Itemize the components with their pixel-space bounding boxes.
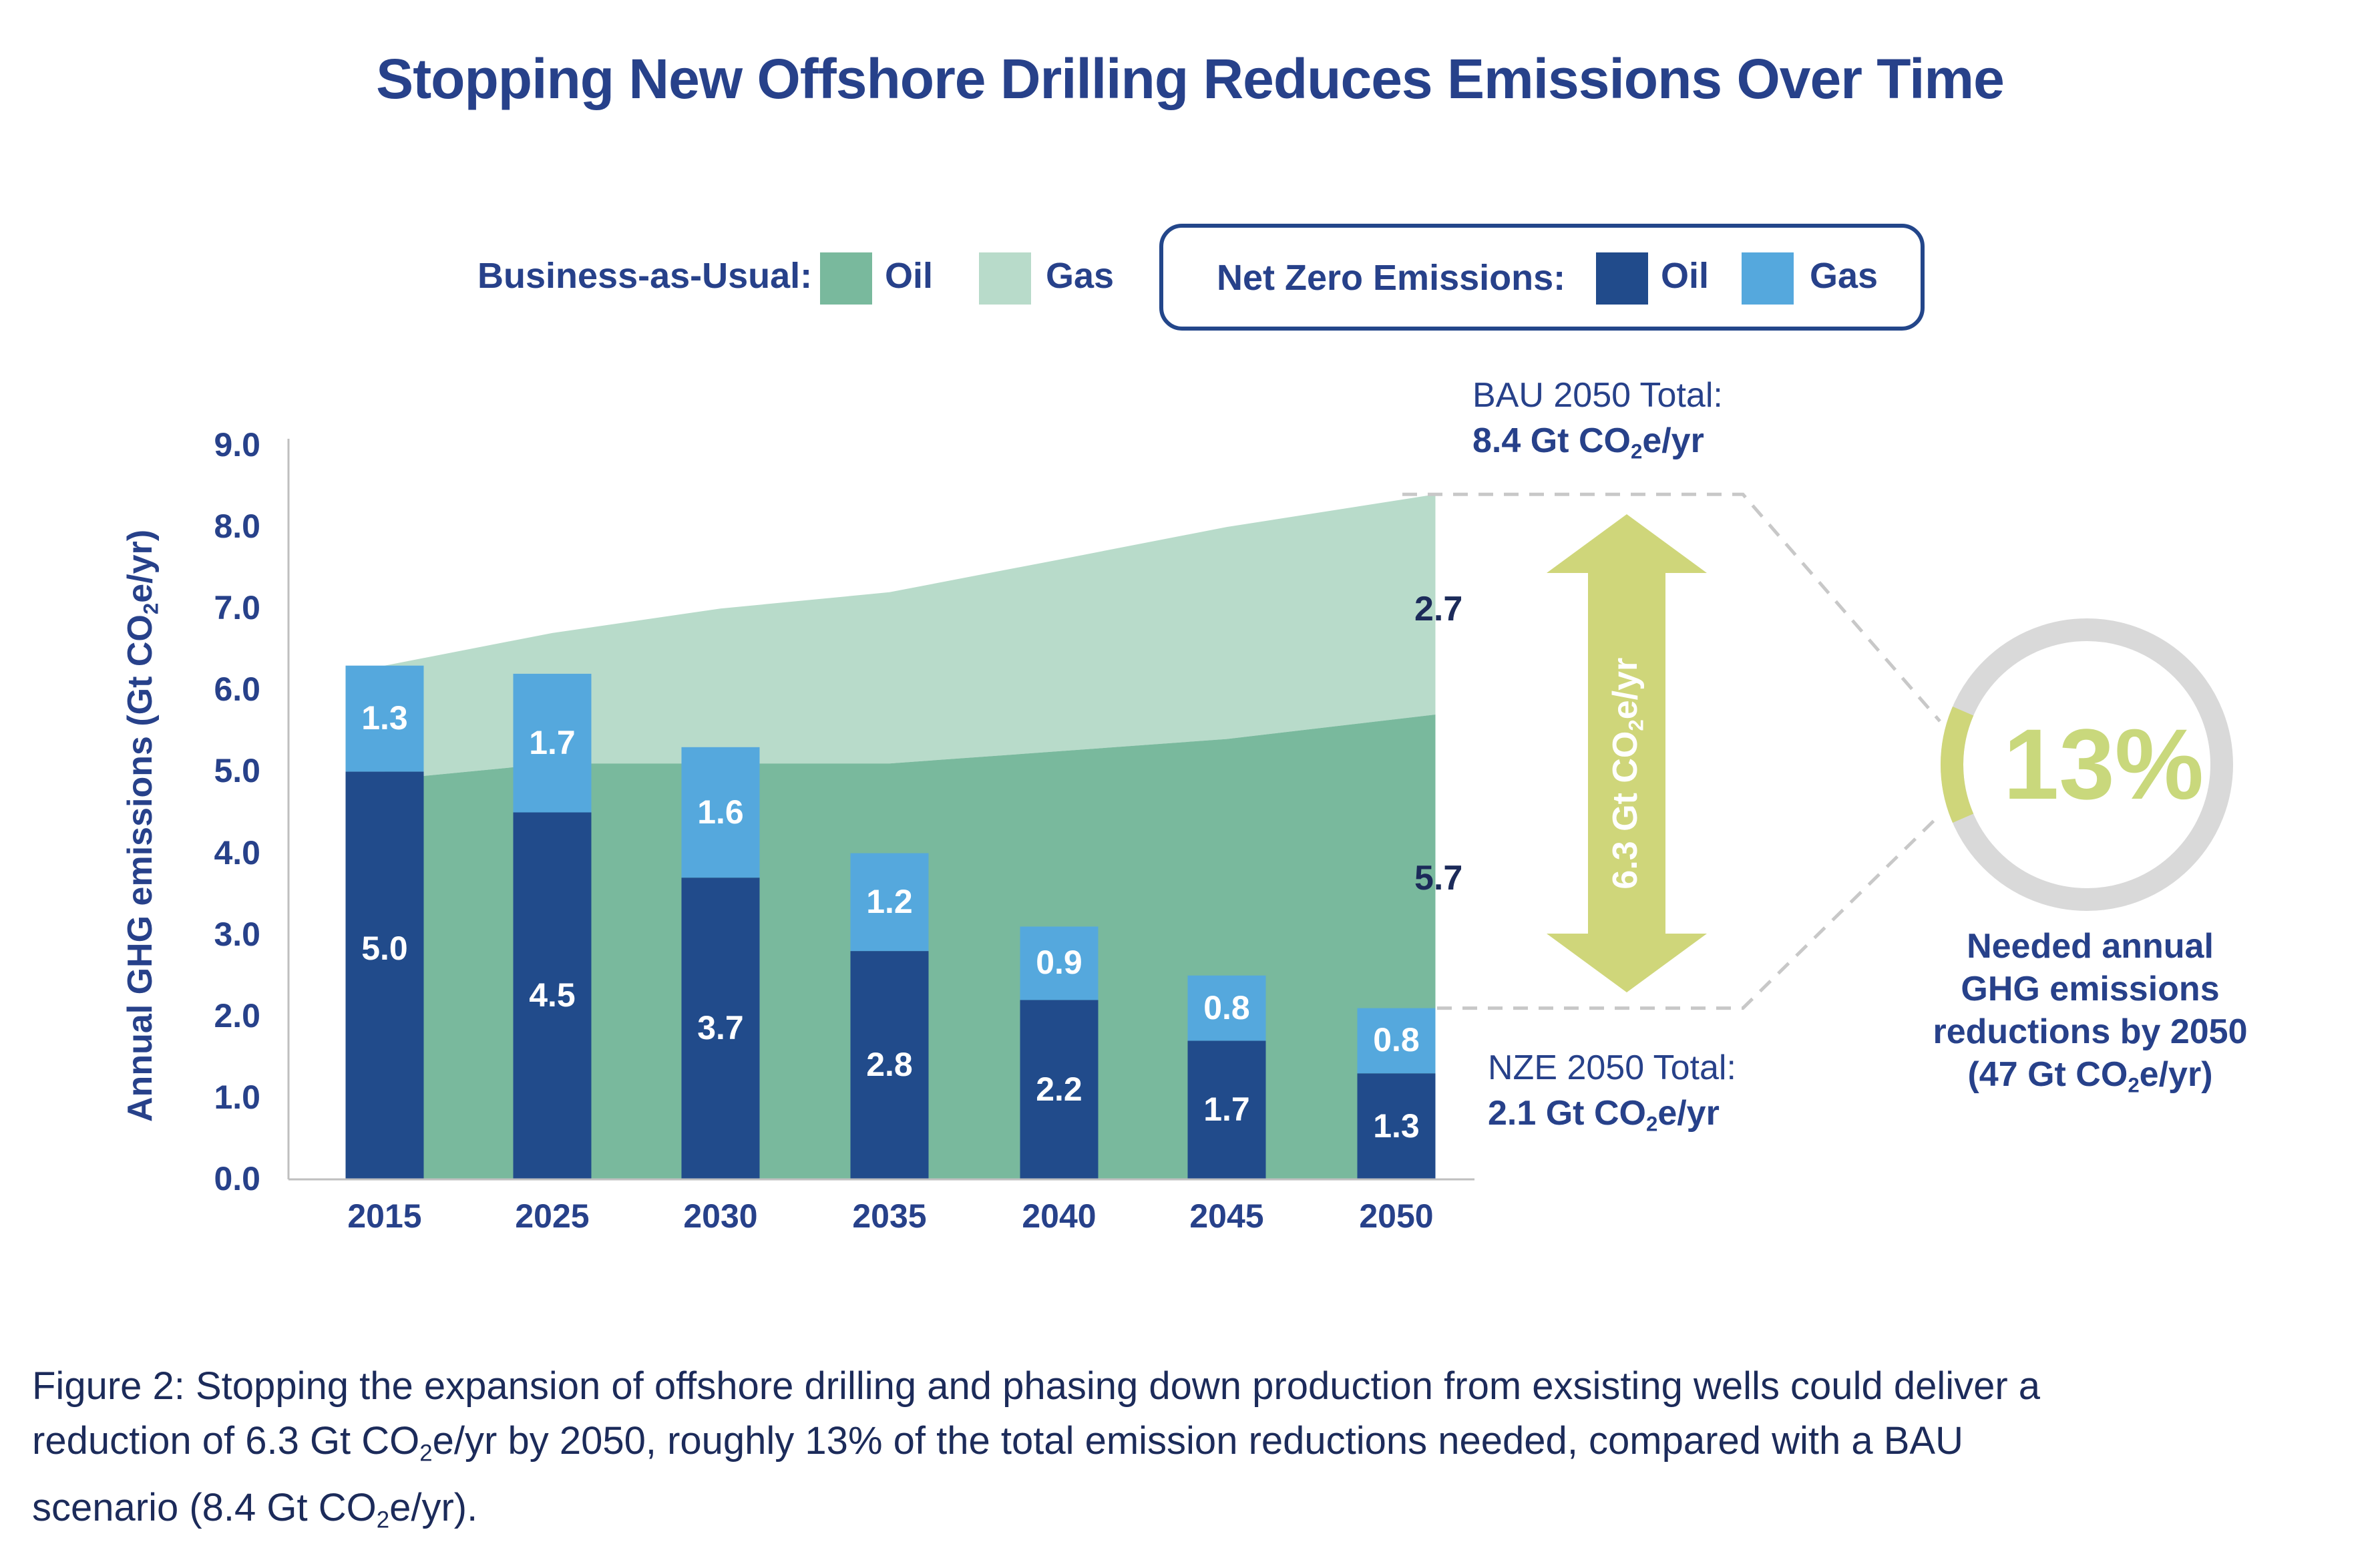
- legend-nze-label: Net Zero Emissions:: [1217, 258, 1566, 298]
- nze-gas-bar-label: 0.9: [1036, 944, 1082, 982]
- nze-gas-bar-label: 0.8: [1203, 988, 1250, 1026]
- nze-gas-bar-label: 1.6: [697, 793, 744, 831]
- nze-gas-bar-label: 1.3: [361, 699, 408, 737]
- figure-caption: Figure 2: Stopping the expansion of offs…: [32, 1359, 2356, 1548]
- y-tick-label: 5.0: [214, 752, 260, 790]
- legend-bau-oil-swatch: [820, 252, 872, 305]
- y-tick-label: 1.0: [214, 1078, 260, 1116]
- legend-bau-label: Business-as-Usual:: [477, 256, 813, 296]
- y-tick-label: 3.0: [214, 915, 260, 953]
- x-tick-label: 2040: [1022, 1197, 1097, 1235]
- legend-nze-gas-label: Gas: [1810, 256, 1878, 296]
- x-tick-label: 2045: [1189, 1197, 1264, 1235]
- nze-oil-bar-label: 5.0: [361, 929, 408, 967]
- nze-oil-bar-label: 1.3: [1373, 1107, 1420, 1145]
- legend-bau-gas-label: Gas: [1046, 256, 1115, 296]
- progress-ring-fill: [1941, 618, 2233, 911]
- nze-oil-bar-label: 4.5: [529, 976, 576, 1014]
- nze-oil-bar: [1357, 1073, 1436, 1179]
- nze-gas-bar: [513, 673, 592, 813]
- nze-guide-dashed-line: [1437, 813, 1941, 1010]
- needed-line-1: Needed annual: [1967, 927, 2214, 966]
- y-tick-label: 6.0: [214, 670, 260, 709]
- legend-nze-oil-label: Oil: [1661, 256, 1710, 296]
- bau-total-annotation: BAU 2050 Total: 8.4 Gt CO2e/yr: [1472, 373, 1723, 474]
- legend-nze-gas-swatch: [1742, 252, 1794, 305]
- nze-gas-bar: [1187, 975, 1266, 1041]
- needed-line-3: reductions by 2050: [1933, 1012, 2248, 1051]
- bau-total-title: BAU 2050 Total:: [1472, 376, 1723, 415]
- legend-nze-box: [1159, 224, 1925, 331]
- nze-total-annotation: NZE 2050 Total: 2.1 Gt CO2e/yr: [1488, 1045, 1736, 1147]
- nze-oil-bar: [1020, 1000, 1099, 1179]
- chart-title: Stopping New Offshore Drilling Reduces E…: [376, 47, 2005, 110]
- nze-gas-bar-label: 1.2: [866, 882, 913, 920]
- nze-oil-bar: [850, 951, 929, 1179]
- nze-oil-bar-label: 2.8: [866, 1046, 913, 1084]
- needed-line-2: GHG emissions: [1961, 970, 2220, 1008]
- nze-gas-bar: [850, 853, 929, 952]
- nze-oil-bar: [681, 878, 760, 1179]
- needed-line-4: (47 Gt CO2e/yr): [1967, 1055, 2213, 1097]
- percent-value: 13%: [2003, 708, 2204, 820]
- legend-nze-oil-swatch: [1596, 252, 1648, 305]
- y-tick-label: 2.0: [214, 996, 260, 1034]
- reduction-arrow-label-wrap: 6.3 Gt CO2e/yr: [1560, 658, 1694, 890]
- x-tick-label: 2015: [347, 1197, 422, 1235]
- x-tick-label: 2035: [852, 1197, 927, 1235]
- nze-oil-bar: [345, 771, 424, 1179]
- nze-gas-bar: [1357, 1008, 1436, 1074]
- x-tick-label: 2025: [515, 1197, 590, 1235]
- nze-gas-bar-label: 0.8: [1373, 1021, 1420, 1059]
- x-tick-label: 2050: [1359, 1197, 1434, 1235]
- bau-oil-2050-label: 5.7: [1414, 859, 1463, 898]
- legend-bau-gas-swatch: [979, 252, 1031, 305]
- legend-bau-oil-label: Oil: [885, 256, 934, 296]
- caption-line-3: scenario (8.4 Gt CO2e/yr).: [32, 1486, 478, 1533]
- reduction-double-arrow: [1547, 514, 1707, 992]
- nze-total-value: 2.1 Gt CO2e/yr: [1488, 1094, 1720, 1136]
- nze-gas-bar-label: 1.7: [529, 723, 576, 761]
- nze-total-title: NZE 2050 Total:: [1488, 1048, 1736, 1087]
- reduction-arrow-label: 6.3 Gt CO2e/yr: [1605, 657, 1648, 890]
- nze-oil-bar: [513, 812, 592, 1179]
- nze-gas-bar: [681, 747, 760, 878]
- nze-oil-bar-label: 2.2: [1036, 1070, 1082, 1108]
- nze-oil-bar: [1187, 1040, 1266, 1179]
- caption-line-1: Figure 2: Stopping the expansion of offs…: [32, 1364, 2041, 1408]
- caption-line-2: reduction of 6.3 Gt CO2e/yr by 2050, rou…: [32, 1419, 1963, 1467]
- y-tick-label: 4.0: [214, 833, 260, 872]
- x-tick-label: 2030: [683, 1197, 758, 1235]
- y-tick-label: 0.0: [214, 1160, 260, 1197]
- bau-total-value: 8.4 Gt CO2e/yr: [1472, 421, 1704, 463]
- nze-gas-bar: [345, 665, 424, 772]
- needed-reductions-text: Needed annual GHG emissions reductions b…: [1890, 925, 2291, 1107]
- y-tick-label: 8.0: [214, 508, 260, 546]
- y-tick-label: 9.0: [214, 426, 260, 463]
- bau-gas-area: [385, 494, 1436, 780]
- nze-gas-bar: [1020, 926, 1099, 1000]
- bau-guide-dashed-line: [1402, 492, 1941, 723]
- y-tick-label: 7.0: [214, 589, 260, 627]
- nze-oil-bar-label: 1.7: [1203, 1091, 1250, 1129]
- nze-oil-bar-label: 3.7: [697, 1009, 744, 1047]
- bau-gas-2050-label: 2.7: [1414, 590, 1463, 628]
